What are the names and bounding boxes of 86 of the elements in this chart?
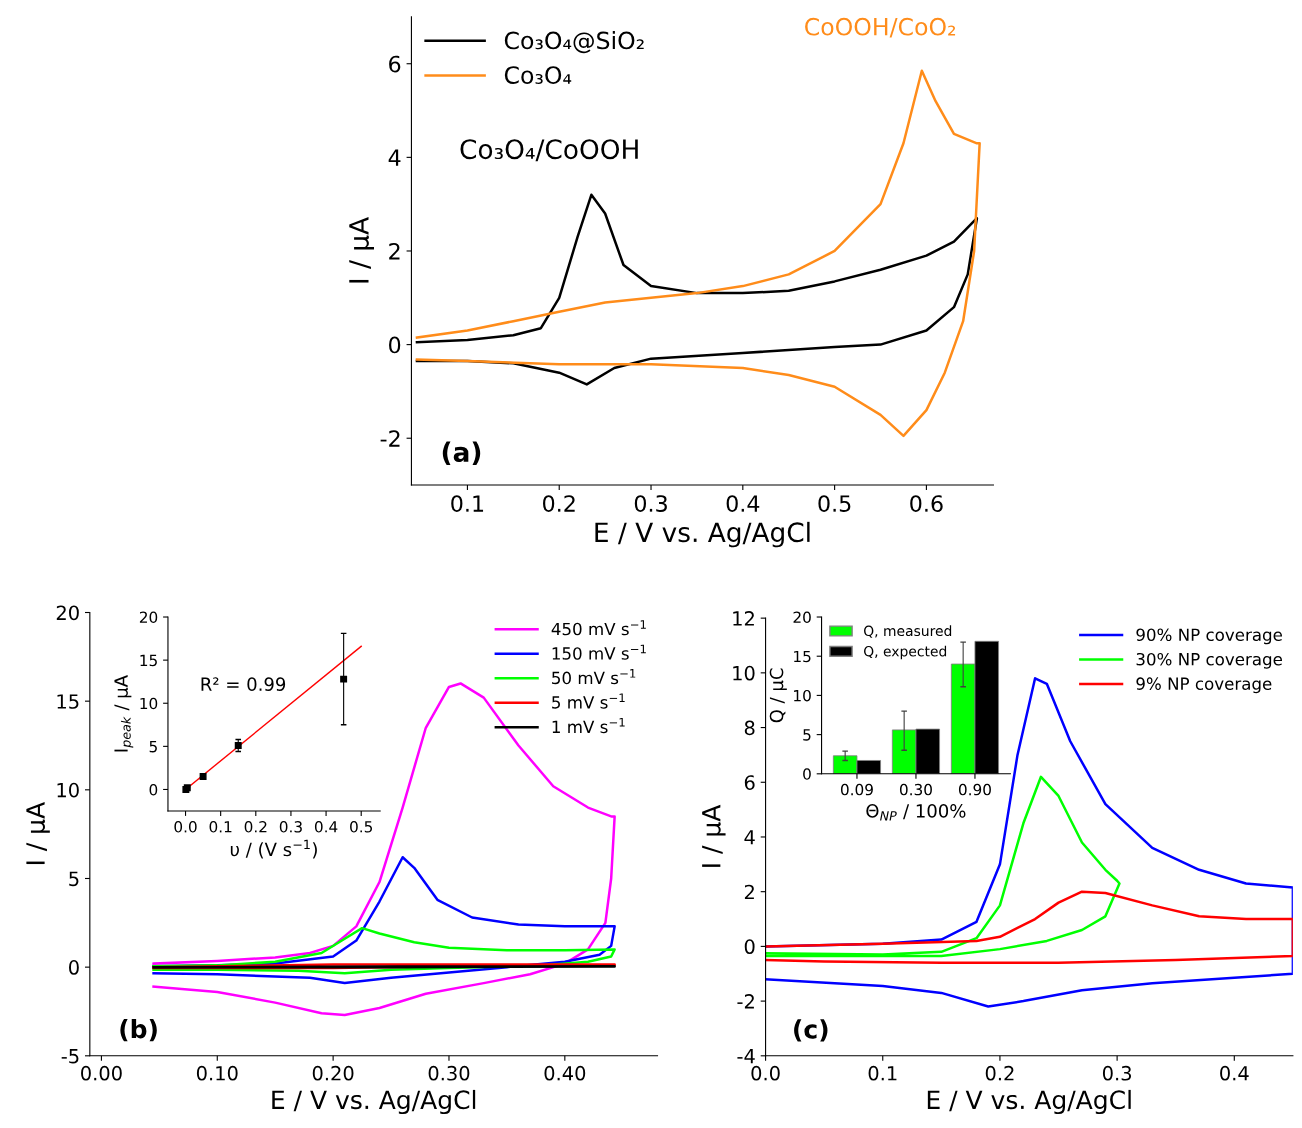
y-tick-label: 15 [794, 650, 811, 663]
y-tick-label: 12 [733, 611, 754, 626]
legend-label: 150 mV s$^{−1}$ [552, 644, 646, 660]
x-tick-label: 0.2 [244, 821, 267, 833]
y-tick-label: 0 [803, 768, 811, 780]
point [234, 742, 242, 749]
x-axis-title: Θ$_{NP}$ / 100% [866, 804, 966, 821]
y-tick-label: 10 [794, 689, 811, 702]
y-tick-label: 10 [57, 782, 79, 798]
legend-label: Q, expected [864, 645, 947, 660]
x-tick-label: 0.3 [279, 821, 302, 833]
x-tick-label: 0.4 [1220, 1065, 1249, 1081]
y-tick-label: 15 [57, 694, 79, 709]
y-tick-label: 6 [744, 775, 755, 790]
y-tick-label: 0 [389, 336, 401, 354]
y-tick-label: -5 [61, 1049, 79, 1064]
x-tick-label: 0.2 [543, 495, 575, 512]
y-tick-label: 15 [140, 654, 157, 667]
y-tick-label: 0 [149, 783, 158, 796]
x-tick-label: 0.5 [350, 821, 373, 833]
y-tick-label: 4 [388, 149, 401, 166]
x-axis-title: E / V vs. Ag/AgCl [272, 1089, 476, 1115]
x-tick-label: 0.40 [544, 1065, 586, 1081]
x-tick-label: 0.00 [81, 1065, 122, 1081]
x-tick-label: 0.20 [312, 1065, 354, 1081]
annotation: CoOOH/CoO₂ [805, 17, 956, 38]
legend-label: 9% NP coverage [1136, 677, 1272, 694]
y-axis-title: I / µA [26, 802, 50, 865]
annotation: (b) [120, 1019, 157, 1042]
y-tick-label: -4 [737, 1049, 755, 1064]
x-axis-title: E / V vs. Ag/AgCl [595, 521, 810, 548]
x-tick-label: 0.10 [196, 1065, 238, 1081]
x-tick-label: 0.09 [840, 783, 873, 796]
x-axis-title: υ / (V s$^{−1}$) [230, 839, 317, 859]
y-tick-label: 10 [733, 665, 755, 681]
y-tick-label: 4 [744, 830, 755, 845]
y-tick-label: 20 [793, 611, 811, 624]
x-tick-label: 0.4 [314, 821, 338, 833]
legend-label: 5 mV s$^{−1}$ [552, 693, 625, 709]
y-axis-title: Q / µC [769, 668, 787, 723]
y-axis-title: I / µA [349, 217, 374, 283]
x-axis-title: E / V vs. Ag/AgCl [927, 1089, 1131, 1115]
y-tick-label: 0 [69, 960, 79, 975]
y-tick-label: -2 [380, 430, 400, 447]
y-axis-title: I / µA [702, 804, 726, 867]
x-tick-label: 0.1 [868, 1065, 897, 1081]
x-tick-label: 0.0 [751, 1065, 780, 1081]
x-tick-label: 0.6 [910, 495, 943, 512]
x-tick-label: 0.3 [634, 495, 667, 512]
x-tick-label: 0.90 [958, 783, 991, 796]
y-tick-label: 8 [744, 720, 755, 736]
y-tick-label: 20 [139, 611, 158, 624]
x-tick-label: 0.1 [209, 821, 232, 833]
legend-label: Co₃O₄@SiO₂ [504, 31, 644, 54]
x-tick-label: 0.30 [899, 783, 932, 796]
legend-label: 30% NP coverage [1136, 652, 1282, 669]
x-tick-label: 0.5 [818, 495, 851, 512]
x-tick-label: 0.4 [726, 495, 760, 512]
y-tick-label: 20 [56, 605, 79, 621]
y-tick-label: 6 [389, 55, 401, 73]
y-axis-title: I$_{peak}$ / µA [114, 675, 134, 752]
y-tick-label: 2 [744, 884, 754, 900]
y-tick-label: 10 [140, 697, 158, 710]
y-tick-label: 0 [744, 939, 755, 955]
annotation: (a) [442, 441, 481, 466]
y-tick-label: -2 [737, 994, 754, 1009]
annotation: (c) [794, 1019, 828, 1042]
annotation: R² = 0.99 [201, 677, 286, 691]
point [340, 675, 348, 683]
y-tick-label: 5 [69, 871, 79, 887]
x-tick-label: 0.1 [451, 495, 484, 512]
x-tick-label: 0.2 [985, 1065, 1014, 1081]
line-series [765, 890, 1293, 965]
legend-label: 90% NP coverage [1136, 628, 1282, 645]
annotation: Co₃O₄/CoOOH [460, 139, 638, 162]
y-tick-label: 5 [149, 741, 157, 753]
x-tick-label: 0.0 [174, 821, 197, 833]
y-tick-label: 5 [803, 729, 811, 741]
legend-label: 50 mV s$^{−1}$ [552, 669, 636, 685]
legend-label: Q, measured [864, 625, 952, 638]
x-tick-label: 0.30 [428, 1065, 470, 1081]
legend-label: Co₃O₄ [504, 66, 572, 85]
x-tick-label: 0.3 [1102, 1065, 1132, 1081]
legend-label: 1 mV s$^{−1}$ [552, 718, 625, 734]
legend-label: 450 mV s$^{−1}$ [551, 620, 646, 636]
y-tick-label: 2 [389, 242, 400, 260]
